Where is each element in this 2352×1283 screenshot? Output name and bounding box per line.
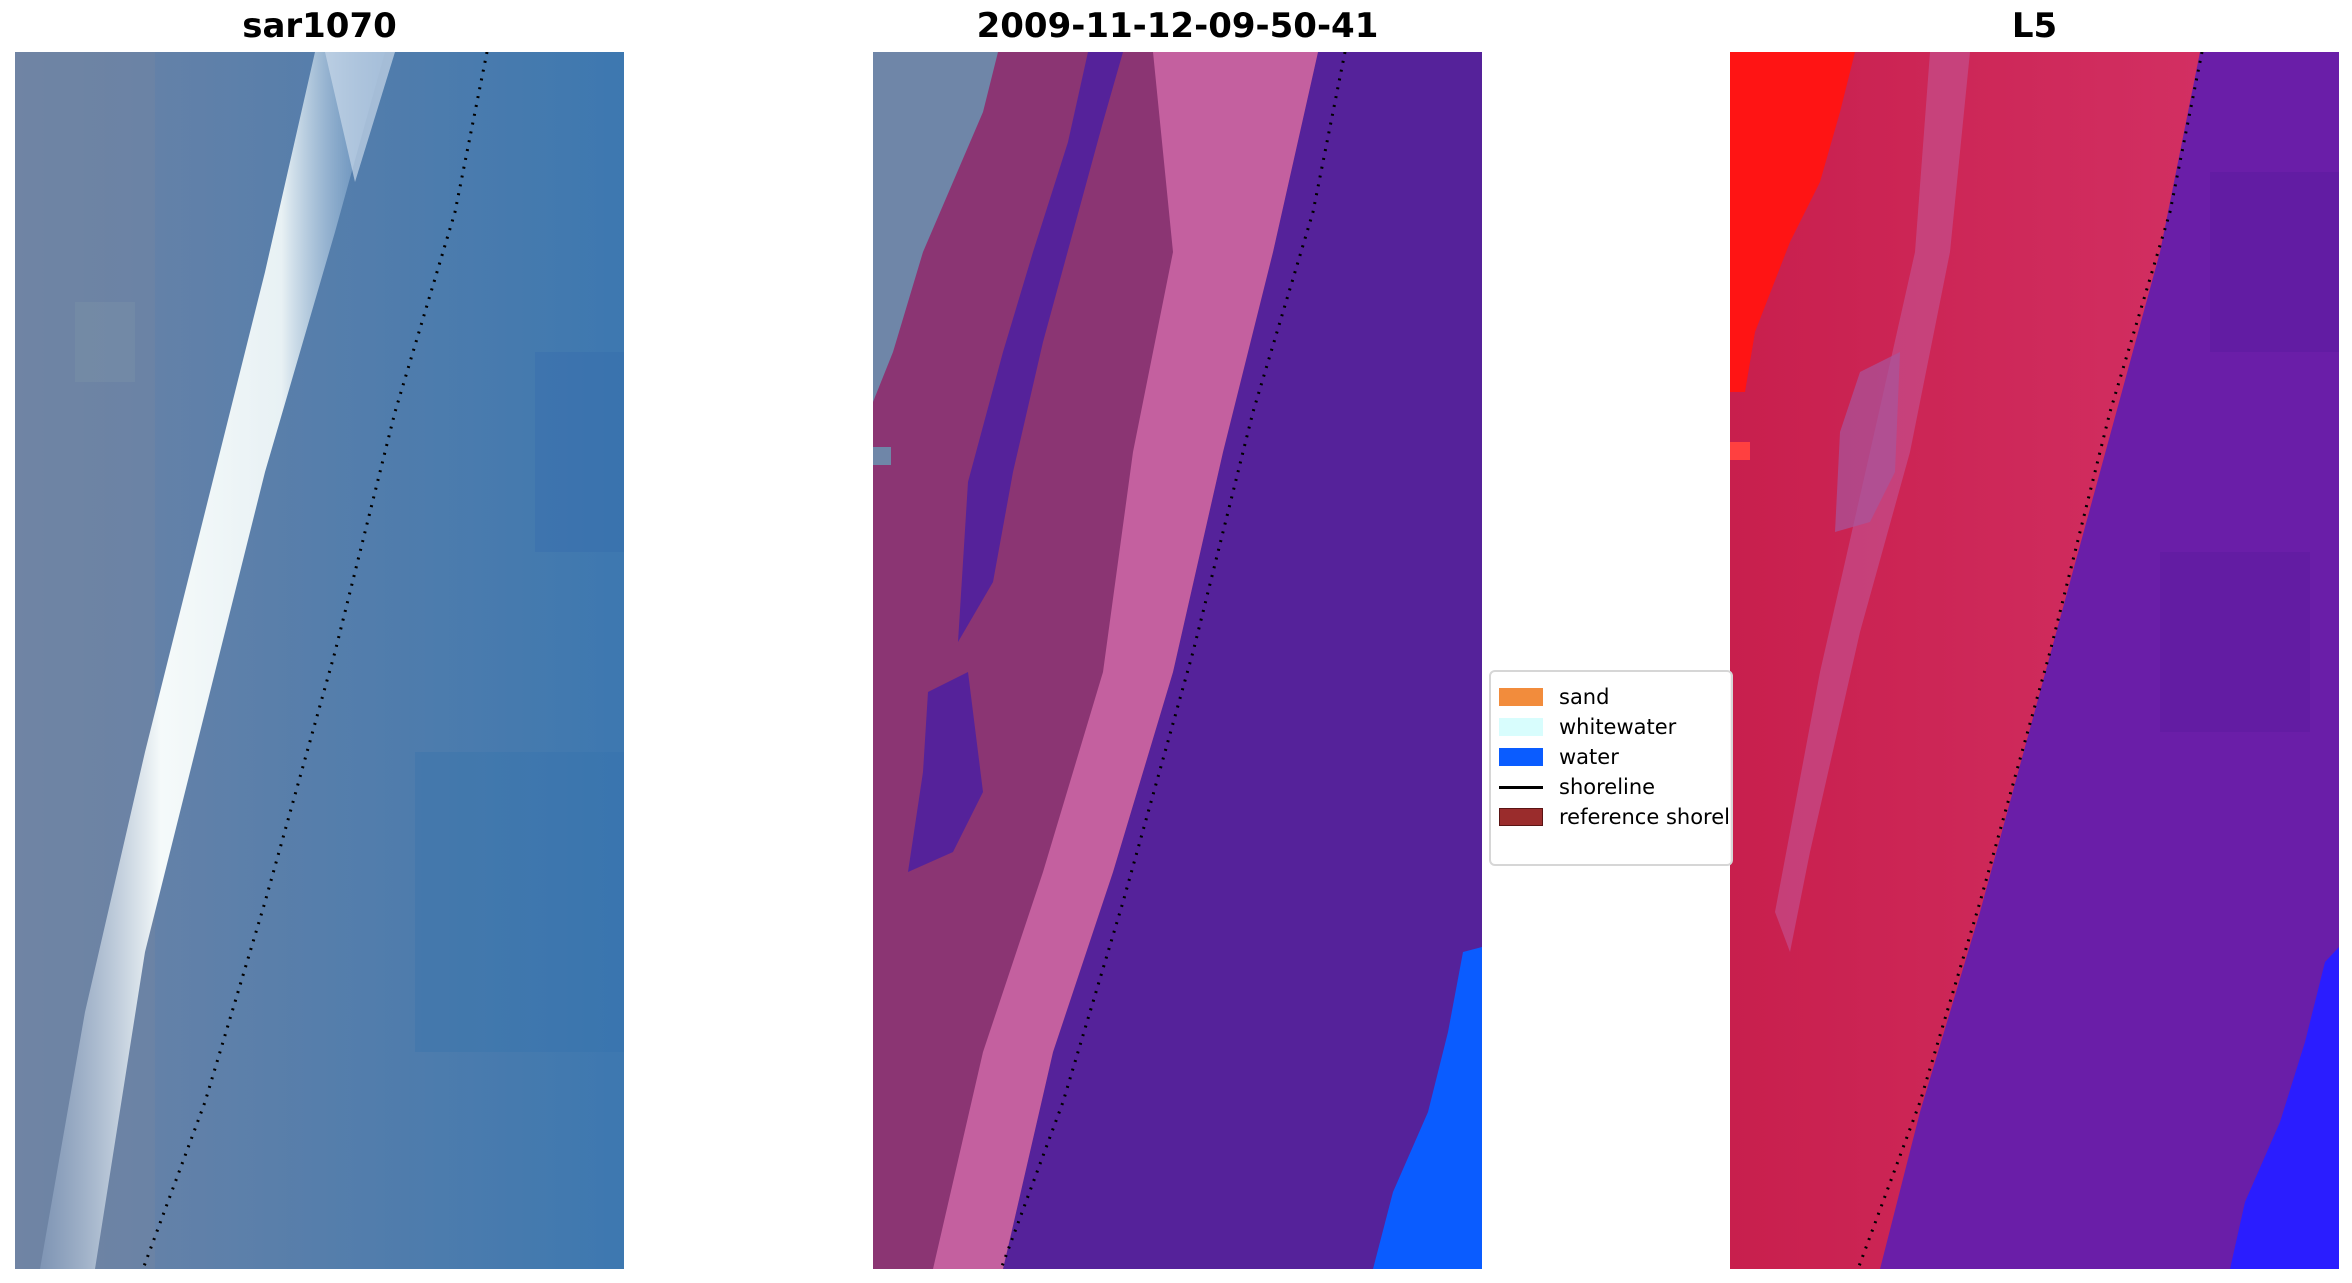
legend-label-water: water — [1559, 745, 1619, 769]
rgb-image-panel — [15, 52, 624, 1269]
shoreline-dotted-classified — [999, 52, 1347, 1269]
shoreline-dotted-index — [1856, 52, 2204, 1269]
shoreline-dotted-rgb — [141, 52, 489, 1269]
sand-swatch — [1499, 688, 1543, 706]
legend-item-water: water — [1491, 742, 1731, 772]
legend-item-whitewater: whitewater — [1491, 712, 1731, 742]
classified-image — [873, 52, 1482, 1269]
water-swatch — [1499, 748, 1543, 766]
reference-shoreline-swatch — [1499, 808, 1543, 826]
legend-label-sand: sand — [1559, 685, 1610, 709]
shoreline-line-icon — [1499, 786, 1543, 789]
legend-item-reference-shoreline: reference shoreline — [1491, 802, 1731, 832]
legend-label-reference-shoreline: reference shoreline — [1559, 805, 1731, 829]
panel-title-rgb: sar1070 — [242, 6, 397, 46]
legend-item-shoreline: shoreline — [1491, 772, 1731, 802]
rgb-image — [15, 52, 624, 1269]
panel-title-index: L5 — [2011, 6, 2058, 46]
index-image-panel — [1730, 52, 2339, 1269]
whitewater-swatch — [1499, 718, 1543, 736]
index-image — [1730, 52, 2339, 1269]
legend-label-shoreline: shoreline — [1559, 775, 1656, 799]
panel-title-classified: 2009-11-12-09-50-41 — [976, 6, 1379, 46]
legend: sand whitewater water shoreline referenc… — [1489, 670, 1733, 866]
legend-item-sand: sand — [1491, 682, 1731, 712]
classified-image-panel — [873, 52, 1482, 1269]
legend-label-whitewater: whitewater — [1559, 715, 1677, 739]
